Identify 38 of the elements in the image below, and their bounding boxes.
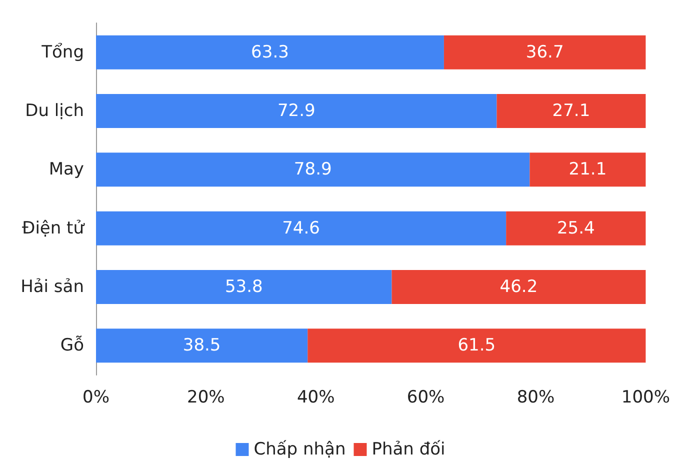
y-tick-label: Tổng [40, 42, 84, 62]
bar [444, 35, 646, 70]
bar [392, 270, 646, 304]
bar [308, 328, 646, 363]
data-label: 38.5 [182, 336, 221, 356]
bar [496, 94, 646, 128]
y-tick-label: Hải sản [20, 277, 84, 297]
data-label: 36.7 [526, 42, 564, 62]
data-label: 61.5 [458, 336, 496, 356]
data-label: 53.8 [224, 277, 263, 297]
bar [96, 94, 497, 128]
data-label: 78.9 [294, 160, 332, 180]
data-label: 27.1 [552, 101, 590, 121]
bar [96, 35, 444, 70]
x-tick-label: 80% [516, 388, 555, 408]
data-label: 72.9 [277, 101, 316, 121]
y-tick-label: May [48, 160, 84, 180]
bar [96, 211, 506, 246]
data-label: 25.4 [556, 218, 595, 238]
x-tick-label: 0% [82, 388, 110, 408]
bar [96, 328, 308, 363]
y-tick-label: Du lịch [25, 101, 84, 121]
data-label: 63.3 [251, 42, 289, 62]
y-tick-label: Điện tử [22, 218, 86, 238]
x-tick-label: 60% [406, 388, 445, 408]
y-tick-label: Gỗ [60, 336, 84, 356]
bar [530, 152, 646, 187]
x-tick-label: 100% [621, 388, 670, 408]
bar [96, 152, 530, 187]
x-tick-label: 20% [187, 388, 225, 408]
data-label: 21.1 [568, 160, 607, 180]
data-label: 74.6 [282, 218, 320, 238]
data-label: 46.2 [500, 277, 538, 297]
x-tick-label: 40% [296, 388, 335, 408]
bar [96, 270, 392, 304]
bar [506, 211, 646, 246]
legend-label: Chấp nhận [254, 440, 346, 460]
legend-label: Phản đối [372, 440, 446, 460]
